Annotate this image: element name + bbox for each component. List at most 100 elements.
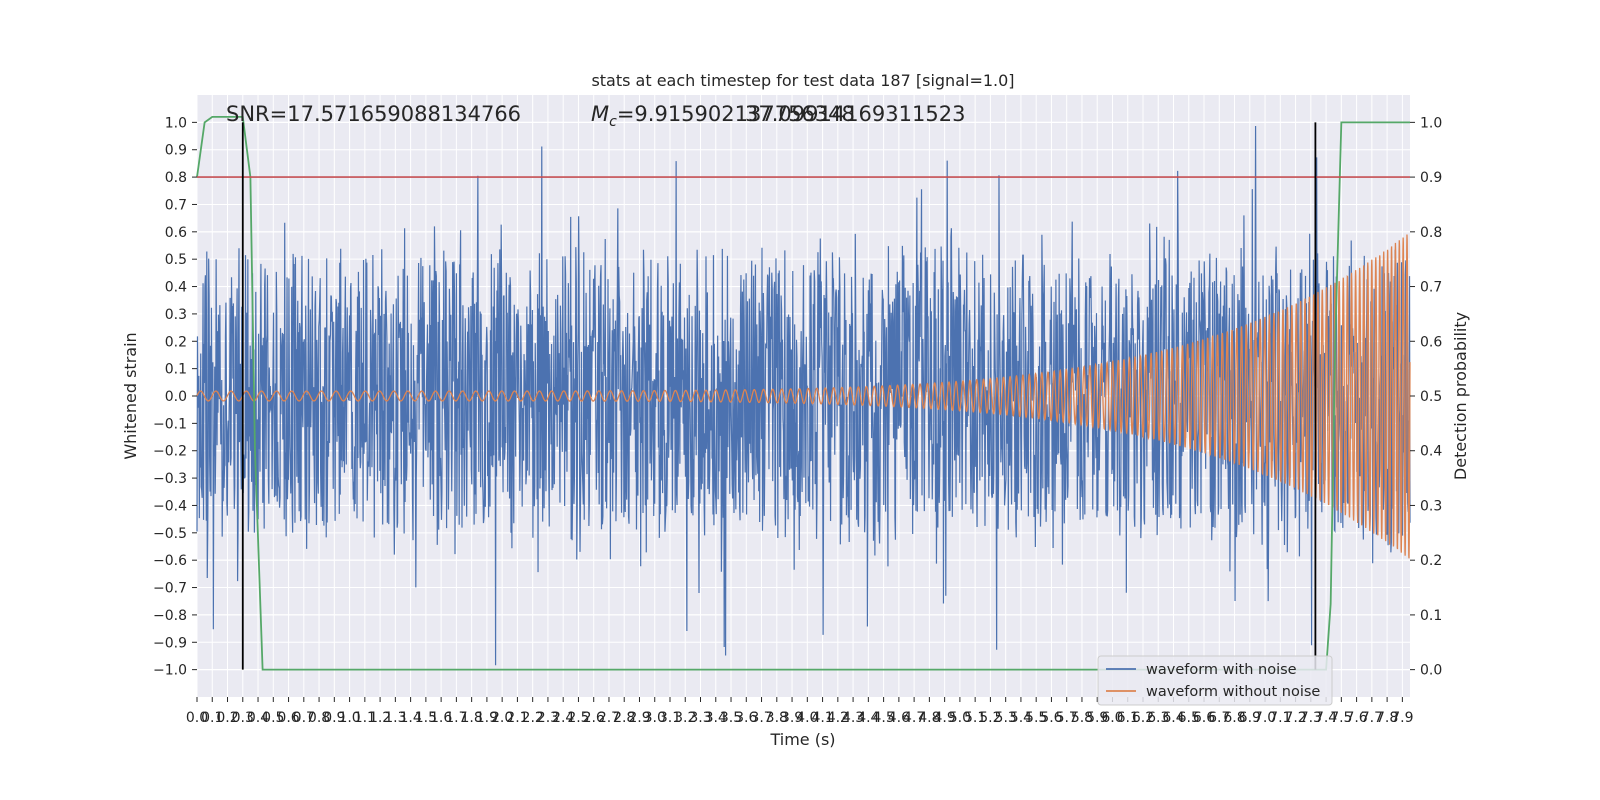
x-axis-label: Time (s) [769, 730, 835, 749]
y-tick-label-left: −0.3 [153, 471, 187, 487]
x-tick-label: 4.1 [811, 710, 833, 726]
x-tick-label: 1.4 [399, 710, 421, 726]
y-tick-label-left: −0.9 [153, 635, 187, 651]
x-tick-label: 0.1 [201, 710, 223, 726]
y-tick-label-right: 0.1 [1420, 608, 1442, 624]
y-axis-label-left: Whitened strain [121, 332, 140, 459]
snr-annotation: SNR=17.571659088134766 [226, 102, 521, 126]
x-tick-label: 3.0 [644, 710, 666, 726]
y-tick-label-left: 0.5 [165, 252, 187, 268]
x-tick-label: 6.3 [1147, 710, 1169, 726]
x-tick-label: 3.7 [750, 710, 772, 726]
x-tick-label: 6.2 [1132, 710, 1154, 726]
x-ticks: 0.00.10.20.30.40.50.60.70.80.91.01.11.21… [186, 697, 1414, 726]
y-tick-label-left: −0.8 [153, 608, 187, 624]
x-tick-label: 7.1 [1269, 710, 1291, 726]
legend-entry-noise: waveform with noise [1146, 662, 1297, 678]
x-tick-label: 2.4 [552, 710, 574, 726]
y-tick-label-left: −0.2 [153, 444, 187, 460]
x-tick-label: 6.4 [1162, 710, 1184, 726]
y-tick-label-left: 0.7 [165, 197, 187, 213]
x-tick-label: 5.1 [964, 710, 986, 726]
y-tick-label-left: 0.6 [165, 225, 187, 241]
x-tick-label: 0.2 [216, 710, 238, 726]
x-tick-label: 2.2 [522, 710, 544, 726]
y-tick-label-left: −0.4 [153, 498, 187, 514]
y-tick-label-left: −0.7 [153, 581, 187, 597]
x-tick-label: 5.6 [1040, 710, 1062, 726]
y-tick-label-left: −0.5 [153, 526, 187, 542]
y-tick-label-left: 0.1 [165, 362, 187, 378]
y-tick-label-right: 0.6 [1420, 334, 1442, 350]
x-tick-label: 0.7 [293, 710, 315, 726]
chirp-mass-subscript: c [609, 114, 617, 130]
x-tick-label: 3.4 [705, 710, 727, 726]
y-axis-label-right: Detection probability [1451, 312, 1470, 480]
x-tick-label: 1.0 [338, 710, 360, 726]
x-tick-label: 2.6 [583, 710, 605, 726]
x-tick-label: 7.0 [1254, 710, 1276, 726]
waveform-without-noise-path [196, 234, 1411, 559]
x-tick-label: 5.0 [949, 710, 971, 726]
y-ticks-left: 1.0 0.9 0.8 0.7 0.6 0.5 0.4 0.3 0.2 0.1 0.0 −0.1 −0.… [153, 115, 197, 679]
y-tick-label-left: −0.6 [153, 553, 187, 569]
x-tick-label: 5.2 [979, 710, 1001, 726]
x-tick-label: 0.0 [186, 710, 208, 726]
y-tick-label-left: 0.3 [165, 307, 187, 323]
overlap-annotation: 37.09914169311523 [745, 102, 965, 126]
x-tick-label: 2.7 [598, 710, 620, 726]
x-tick-label: 6.1 [1117, 710, 1139, 726]
y-tick-label-left: −0.1 [153, 416, 187, 432]
x-tick-label: 3.6 [735, 710, 757, 726]
x-tick-label: 4.0 [796, 710, 818, 726]
x-tick-label: 4.4 [857, 710, 879, 726]
y-tick-label-right: 0.0 [1420, 663, 1442, 679]
y-tick-label-right: 0.4 [1420, 444, 1442, 460]
y-tick-label-right: 0.7 [1420, 280, 1442, 296]
legend-entry-clean: waveform without noise [1146, 684, 1320, 700]
y-tick-label-left: −1.0 [153, 663, 187, 679]
x-tick-label: 3.3 [689, 710, 711, 726]
y-tick-label-left: 0.9 [165, 143, 187, 159]
y-tick-label-left: 0.2 [165, 334, 187, 350]
x-tick-label: 2.8 [613, 710, 635, 726]
detection-probability-line [196, 115, 1410, 671]
x-tick-label: 1.2 [369, 710, 391, 726]
y-tick-label-right: 0.2 [1420, 553, 1442, 569]
x-tick-label: 0.9 [323, 710, 345, 726]
x-tick-label: 7.9 [1391, 710, 1413, 726]
x-tick-label: 7.3 [1300, 710, 1322, 726]
y-tick-label-left: 0.0 [165, 389, 187, 405]
x-tick-label: 7.2 [1284, 710, 1306, 726]
x-tick-label: 1.7 [445, 710, 467, 726]
x-tick-label: 1.6 [430, 710, 452, 726]
x-tick-label: 1.5 [415, 710, 437, 726]
y-ticks-right: 1.0 0.9 0.8 0.7 0.6 0.5 0.4 0.3 0.2 0.1 0.0 [1410, 115, 1442, 679]
x-tick-label: 0.5 [262, 710, 284, 726]
x-tick-label: 6.7 [1208, 710, 1230, 726]
vertical-markers [241, 122, 1317, 670]
x-tick-label: 0.6 [277, 710, 299, 726]
x-tick-label: 3.9 [781, 710, 803, 726]
x-tick-label: 4.2 [827, 710, 849, 726]
x-tick-label: 2.1 [506, 710, 528, 726]
x-tick-label: 2.5 [567, 710, 589, 726]
x-tick-label: 0.3 [232, 710, 254, 726]
x-tick-label: 7.7 [1361, 710, 1383, 726]
y-tick-label-right: 1.0 [1420, 115, 1442, 131]
x-tick-label: 6.8 [1223, 710, 1245, 726]
y-tick-label-left: 0.4 [165, 280, 187, 296]
x-tick-label: 7.6 [1345, 710, 1367, 726]
x-tick-label: 4.8 [918, 710, 940, 726]
x-tick-label: 7.8 [1376, 710, 1398, 726]
x-tick-label: 4.5 [872, 710, 894, 726]
x-tick-label: 4.9 [934, 710, 956, 726]
x-tick-label: 1.8 [461, 710, 483, 726]
y-tick-label-right: 0.5 [1420, 389, 1442, 405]
x-tick-label: 5.4 [1010, 710, 1032, 726]
waveform-without-noise-line [196, 234, 1411, 559]
y-tick-label-right: 0.9 [1420, 170, 1442, 186]
chirp-mass-value: =9.915902137756348 [617, 102, 855, 126]
chart-title: stats at each timestep for test data 187… [591, 71, 1014, 90]
